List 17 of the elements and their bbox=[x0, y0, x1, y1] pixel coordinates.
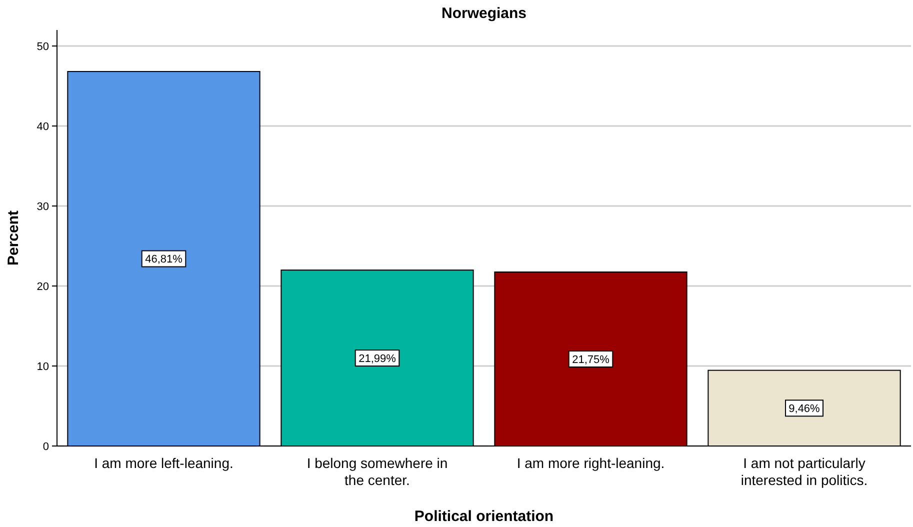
data-label: 21,75% bbox=[572, 354, 610, 366]
y-axis-title: Percent bbox=[5, 210, 22, 266]
data-label: 9,46% bbox=[788, 403, 820, 416]
x-axis-title: Political orientation bbox=[414, 508, 554, 525]
chart-title: Norwegians bbox=[441, 5, 527, 22]
y-tick-label: 20 bbox=[36, 280, 49, 293]
y-tick-label: 50 bbox=[36, 40, 49, 53]
x-tick-label: I am not particularly interested in politics. bbox=[740, 455, 868, 488]
x-tick-label: I am more right-leaning. bbox=[516, 455, 665, 471]
y-tick-label: 30 bbox=[36, 200, 49, 213]
y-tick-label: 10 bbox=[36, 360, 49, 373]
data-label: 21,99% bbox=[358, 352, 396, 365]
x-tick-label: I belong somewhere in the center. bbox=[306, 455, 448, 488]
y-tick-label: 0 bbox=[42, 440, 49, 453]
x-tick-label: I am more left-leaning. bbox=[94, 455, 234, 471]
data-label: 46,81% bbox=[145, 254, 183, 266]
y-tick-label: 40 bbox=[36, 120, 49, 133]
